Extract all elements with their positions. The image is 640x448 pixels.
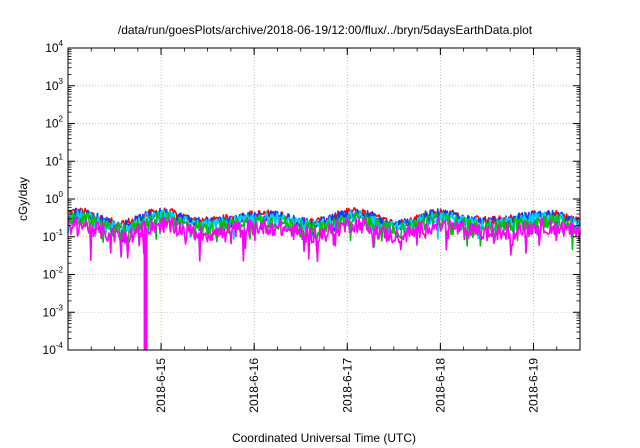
x-tick-label: 2018-6-17	[340, 358, 354, 413]
y-tick-label: 103	[45, 77, 63, 93]
x-tick-label: 2018-6-16	[247, 358, 261, 413]
x-axis-label: Coordinated Universal Time (UTC)	[232, 431, 416, 445]
y-axis-label: cGy/day	[16, 177, 30, 221]
x-tick-label: 2018-6-15	[154, 358, 168, 413]
y-tick-label: 104	[45, 39, 63, 55]
x-tick-label: 2018-6-19	[526, 358, 540, 413]
series-lines	[67, 207, 581, 351]
y-axis: 104 103 102 101 100 10-1 10-2 10-3 10-4	[43, 39, 580, 357]
x-axis: 2018-6-15 2018-6-16 2018-6-17 2018-6-18 2018…	[67, 48, 581, 413]
y-tick-label: 10-3	[43, 303, 64, 319]
y-tick-label: 100	[45, 190, 63, 206]
y-tick-label: 101	[45, 152, 63, 168]
y-tick-label: 10-1	[43, 228, 64, 244]
dropout-spike	[143, 233, 148, 350]
x-tick-label: 2018-6-18	[433, 358, 447, 413]
chart-title: /data/run/goesPlots/archive/2018-06-19/1…	[118, 23, 533, 37]
y-tick-label: 10-2	[43, 266, 64, 282]
y-tick-label: 102	[45, 115, 63, 131]
y-tick-label: 10-4	[43, 341, 64, 357]
series-line	[67, 216, 581, 351]
